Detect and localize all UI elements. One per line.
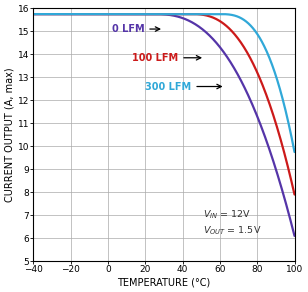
- Text: 0 LFM: 0 LFM: [112, 24, 160, 34]
- X-axis label: TEMPERATURE (°C): TEMPERATURE (°C): [117, 277, 211, 287]
- Text: 300 LFM: 300 LFM: [145, 81, 221, 91]
- Text: 100 LFM: 100 LFM: [132, 53, 201, 63]
- Text: $V_{IN}$ = 12V
$V_{OUT}$ = 1.5V: $V_{IN}$ = 12V $V_{OUT}$ = 1.5V: [203, 208, 261, 237]
- Y-axis label: CURRENT OUTPUT (A, max): CURRENT OUTPUT (A, max): [5, 67, 15, 202]
